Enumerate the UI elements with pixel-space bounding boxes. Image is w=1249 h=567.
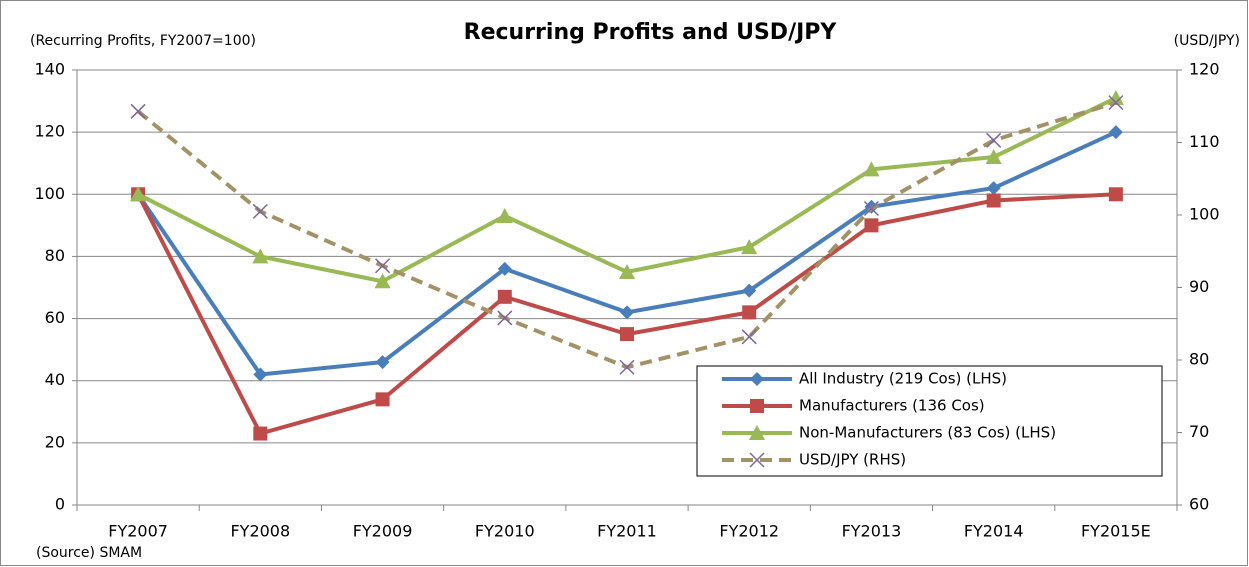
point-marker	[620, 327, 634, 342]
point-marker	[742, 283, 757, 298]
y-tick-label: 60	[45, 308, 65, 327]
point-marker	[497, 261, 512, 276]
y2-tick-label: 70	[1189, 422, 1209, 441]
y2-tick-label: 120	[1189, 60, 1220, 79]
legend-marker	[750, 399, 764, 413]
y2-tick-label: 60	[1189, 495, 1209, 514]
point-marker	[375, 392, 390, 407]
point-marker	[252, 203, 268, 219]
chart-title: Recurring Profits and USD/JPY	[464, 20, 838, 45]
point-marker	[863, 200, 879, 217]
point-marker	[986, 132, 1002, 148]
x-tick-label: FY2012	[719, 522, 779, 541]
point-marker	[130, 186, 147, 202]
y2-tick-label: 100	[1189, 205, 1220, 224]
point-marker	[1108, 187, 1123, 202]
y-axis-label: (Recurring Profits, FY2007=100)	[30, 33, 256, 49]
point-marker	[985, 149, 1002, 164]
point-marker	[496, 208, 513, 224]
y-tick-label: 140	[34, 60, 65, 79]
point-marker	[986, 181, 1001, 196]
legend-label: Non-Manufacturers (83 Cos) (LHS)	[799, 424, 1056, 442]
point-marker	[619, 263, 635, 279]
y-tick-label: 0	[55, 495, 65, 514]
point-marker	[253, 426, 268, 441]
y-tick-label: 40	[45, 370, 65, 389]
y-tick-label: 80	[45, 246, 65, 265]
y2-axis-label: (USD/JPY)	[1174, 33, 1240, 49]
y-tick-label: 120	[34, 122, 65, 141]
x-tick-label: FY2011	[597, 522, 657, 541]
point-marker	[741, 239, 758, 255]
point-marker	[863, 161, 880, 177]
x-tick-label: FY2009	[353, 522, 413, 541]
legend-box	[696, 365, 1163, 477]
x-tick-label: FY2014	[964, 522, 1024, 541]
legend-label: Manufacturers (136 Cos)	[799, 397, 985, 415]
x-tick-label: FY2015E	[1081, 522, 1151, 541]
x-tick-label: FY2010	[475, 522, 535, 541]
y2-tick-label: 80	[1189, 350, 1209, 369]
point-marker	[741, 329, 757, 345]
point-marker	[619, 359, 635, 375]
source-note: (Source) SMAM	[36, 545, 142, 561]
point-marker	[620, 305, 634, 320]
point-marker	[864, 218, 879, 233]
point-marker	[374, 273, 391, 289]
x-tick-label: FY2008	[230, 522, 290, 541]
point-marker	[742, 305, 757, 320]
x-tick-label: FY2007	[108, 522, 168, 541]
x-tick-label: FY2013	[842, 522, 902, 541]
y-tick-label: 20	[45, 432, 65, 451]
y2-tick-label: 90	[1189, 277, 1209, 296]
legend-marker	[749, 452, 765, 468]
point-marker	[130, 103, 146, 119]
point-marker	[1108, 95, 1124, 111]
legend-marker	[750, 372, 764, 386]
point-marker	[252, 248, 269, 264]
legend-label: USD/JPY (RHS)	[799, 451, 906, 469]
point-marker	[375, 258, 391, 274]
point-marker	[253, 367, 268, 382]
y2-tick-label: 110	[1189, 132, 1220, 151]
point-marker	[986, 193, 1001, 208]
legend-marker	[749, 425, 765, 440]
point-marker	[497, 289, 512, 304]
point-marker	[1108, 125, 1123, 140]
point-marker	[1107, 89, 1124, 105]
point-marker	[497, 310, 513, 326]
legend-label: All Industry (219 Cos) (LHS)	[799, 370, 1007, 388]
y-tick-label: 100	[34, 184, 65, 203]
point-marker	[375, 355, 390, 370]
